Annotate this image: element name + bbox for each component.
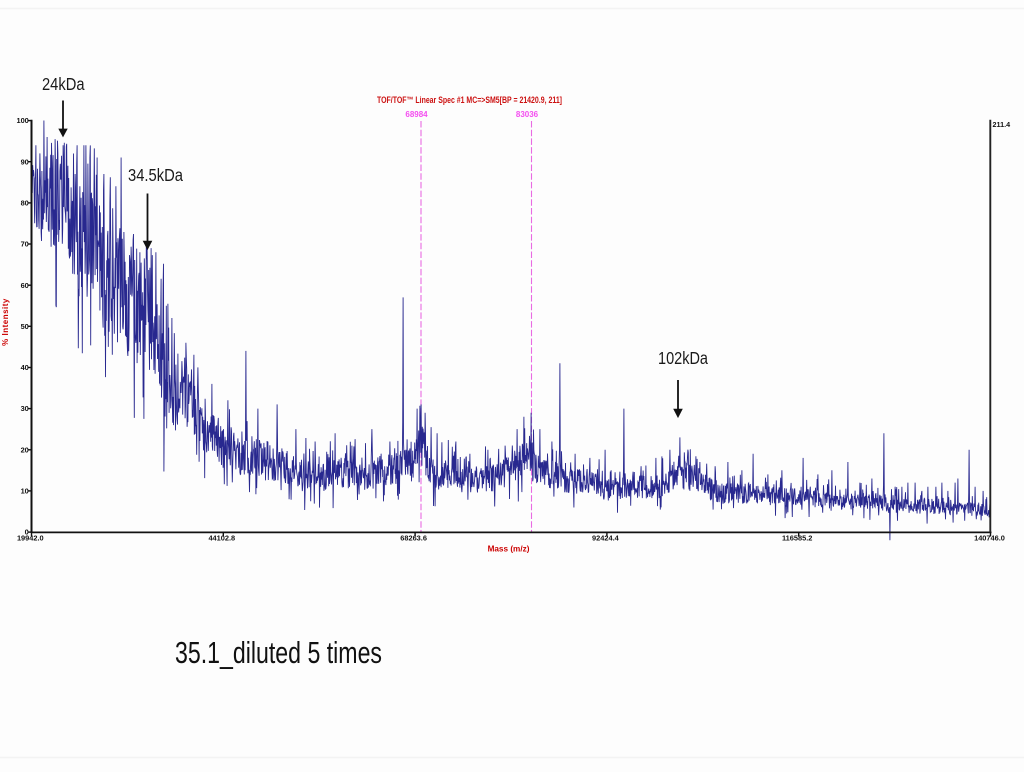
svg-text:102kDa: 102kDa	[658, 348, 708, 368]
svg-text:0: 0	[25, 528, 29, 537]
svg-text:60: 60	[21, 281, 29, 290]
svg-text:34.5kDa: 34.5kDa	[128, 165, 183, 185]
svg-text:83036: 83036	[516, 110, 539, 119]
svg-text:Mass (m/z): Mass (m/z)	[488, 545, 530, 554]
svg-text:20: 20	[21, 445, 29, 454]
svg-text:% Intensity: % Intensity	[1, 298, 10, 346]
svg-text:100: 100	[16, 116, 28, 125]
svg-text:TOF/TOF™ Linear Spec #1 MC=>SM: TOF/TOF™ Linear Spec #1 MC=>SM5[BP = 214…	[377, 95, 562, 105]
svg-text:35.1_diluted 5 times: 35.1_diluted 5 times	[175, 636, 382, 670]
svg-text:92424.4: 92424.4	[592, 534, 620, 543]
svg-text:44102.8: 44102.8	[208, 534, 235, 543]
svg-text:68263.6: 68263.6	[400, 534, 427, 543]
svg-text:10: 10	[21, 487, 29, 496]
svg-text:30: 30	[21, 404, 29, 413]
svg-text:24kDa: 24kDa	[42, 74, 85, 94]
svg-text:116585.2: 116585.2	[782, 534, 812, 543]
svg-text:68984: 68984	[405, 110, 428, 119]
svg-text:90: 90	[21, 157, 29, 166]
svg-text:211.4: 211.4	[993, 120, 1011, 129]
svg-text:140746.0: 140746.0	[974, 534, 1005, 543]
svg-text:40: 40	[21, 363, 29, 372]
svg-text:80: 80	[21, 199, 29, 208]
svg-text:19942.0: 19942.0	[17, 534, 44, 543]
svg-text:50: 50	[21, 322, 29, 331]
svg-text:70: 70	[21, 240, 29, 249]
